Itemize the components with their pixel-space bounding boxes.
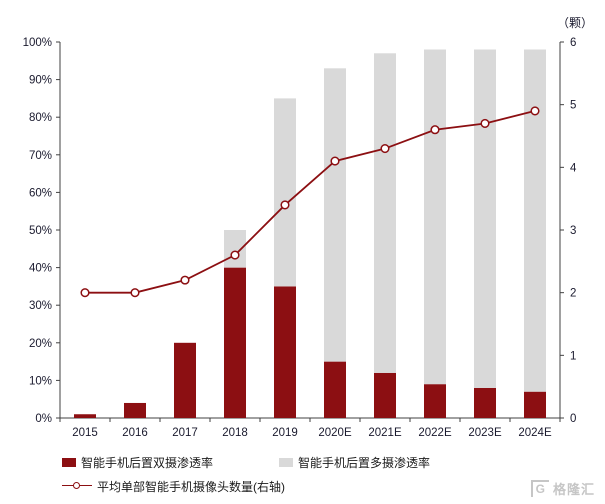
left-axis-tick-label: 100% <box>23 37 52 49</box>
left-axis-tick-label: 10% <box>29 375 52 387</box>
left-axis-tick-label: 50% <box>29 225 52 237</box>
line-marker-2024E <box>530 106 540 116</box>
line-marker-2020E <box>330 156 340 166</box>
bar-series1-2024E <box>524 49 546 392</box>
x-axis-label: 2015 <box>72 427 98 439</box>
legend-item-multi-cam: 智能手机后置多摄渗透率 <box>279 454 430 471</box>
x-axis-label: 2017 <box>172 427 198 439</box>
line-marker-2016 <box>130 288 140 298</box>
legend-label-avg-cameras: 平均单部智能手机摄像头数量(右轴) <box>97 479 285 494</box>
right-axis-tick-label: 0 <box>570 413 576 425</box>
bar-series0-2021E <box>374 372 396 418</box>
x-axis-label: 2018 <box>222 427 248 439</box>
legend-swatch-dual-cam <box>62 457 76 467</box>
bar-series0-2017 <box>174 342 196 418</box>
line-marker-2023E <box>480 118 490 129</box>
legend-item-avg-cameras: 平均单部智能手机摄像头数量(右轴) <box>62 478 285 495</box>
bar-series1-2018 <box>224 230 246 268</box>
left-axis-tick-label: 40% <box>29 263 52 275</box>
x-axis-label: 2022E <box>418 427 452 439</box>
right-axis-tick-label: 2 <box>570 288 576 300</box>
x-axis-label: 2016 <box>122 427 148 439</box>
legend-row-bars: 智能手机后置双摄渗透率 智能手机后置多摄渗透率 <box>62 450 496 474</box>
bar-series1-2023E <box>474 49 496 388</box>
line-marker-2021E <box>380 143 390 154</box>
legend-swatch-multi-cam <box>279 457 294 467</box>
bar-series1-2019 <box>274 98 296 287</box>
line-marker-2015 <box>80 288 90 298</box>
x-axis-label: 2021E <box>368 427 402 439</box>
line-marker-2019 <box>280 200 290 210</box>
line-series <box>85 110 536 294</box>
right-axis-unit-label: （颗） <box>556 16 593 30</box>
right-axis-tick-label: 5 <box>570 100 576 112</box>
bar-series0-2015 <box>74 414 96 418</box>
right-axis-tick-label: 1 <box>570 350 576 362</box>
legend-line-marker-dot <box>73 482 80 489</box>
left-axis-tick-label: 90% <box>29 75 52 87</box>
right-axis-tick-label: 4 <box>570 162 577 174</box>
bar-series0-2024E <box>524 391 546 418</box>
bar-series0-2018 <box>224 267 246 418</box>
x-axis-label: 2023E <box>468 427 502 439</box>
watermark-brand-text: 格隆汇 <box>552 482 595 497</box>
bar-series0-2023E <box>474 387 496 418</box>
right-axis-tick-label: 3 <box>570 225 576 237</box>
line-marker-2018 <box>230 250 240 260</box>
left-axis-tick-label: 20% <box>29 338 52 350</box>
bar-series0-2022E <box>424 384 446 418</box>
legend-label-multi-cam: 智能手机后置多摄渗透率 <box>298 455 431 470</box>
legend-label-dual-cam: 智能手机后置双摄渗透率 <box>81 455 214 470</box>
watermark-g-icon: G <box>530 480 549 497</box>
bar-series0-2020E <box>324 361 346 418</box>
legend-item-dual-cam: 智能手机后置双摄渗透率 <box>62 454 213 471</box>
left-axis-tick-label: 0% <box>35 413 52 425</box>
bar-series1-2022E <box>424 49 446 385</box>
bar-series0-2016 <box>124 402 146 418</box>
left-axis-tick-label: 60% <box>29 187 52 199</box>
line-marker-2022E <box>430 125 440 135</box>
plot-area: 0% 10% 20% 30% 40% 50% 60% 70% 80% 90% 100% 0 1 2 3 4 5 6… <box>23 37 577 439</box>
legend: 智能手机后置双摄渗透率 智能手机后置多摄渗透率 平均单部智能手机摄像头数量(右轴… <box>62 450 496 498</box>
x-axis-label: 2020E <box>318 427 352 439</box>
left-axis-tick-label: 80% <box>29 112 52 124</box>
bar-series1-2020E <box>324 68 346 362</box>
bar-series0-2019 <box>274 286 296 418</box>
right-axis-tick-label: 6 <box>570 37 576 49</box>
legend-row-line: 平均单部智能手机摄像头数量(右轴) <box>62 474 496 498</box>
left-axis-tick-label: 30% <box>29 300 52 312</box>
watermark-logo: G 格隆汇 <box>530 479 595 498</box>
x-axis-label: 2024E <box>518 427 552 439</box>
legend-swatch-line-marker <box>62 481 92 491</box>
line-marker-2017 <box>180 275 190 285</box>
x-axis-label: 2019 <box>272 427 298 439</box>
bar-series1-2021E <box>374 53 396 373</box>
left-axis-tick-label: 70% <box>29 150 52 162</box>
